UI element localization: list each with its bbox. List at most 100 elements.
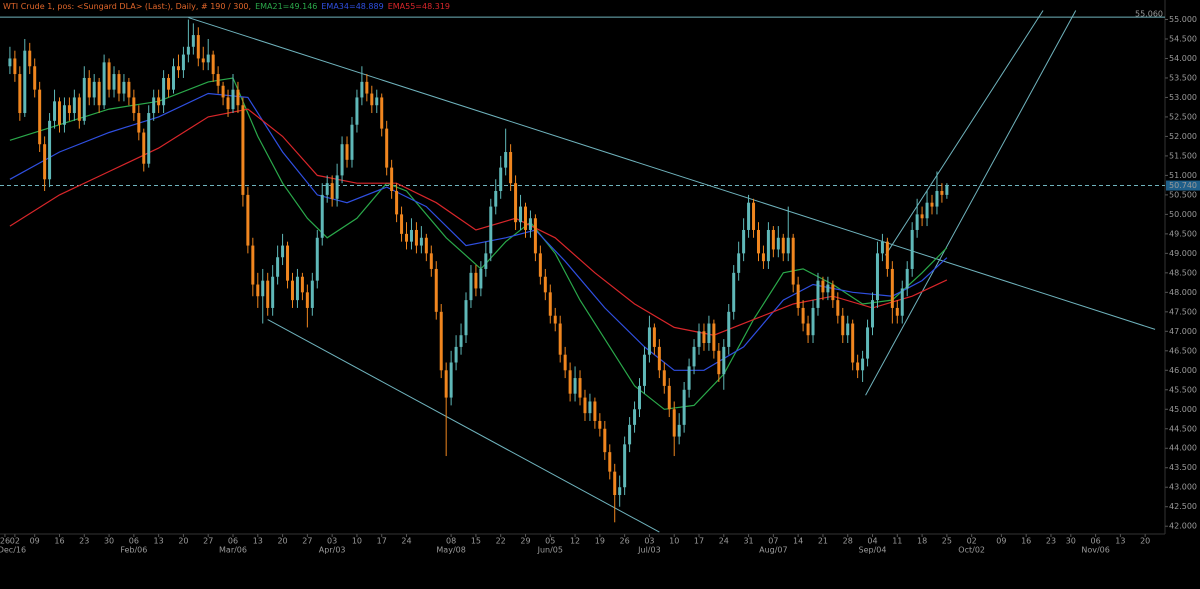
candle-body (871, 300, 875, 328)
x-tick-label: 20 (277, 537, 287, 546)
x-tick-label: 13 (1115, 537, 1125, 546)
candle-body (390, 167, 394, 191)
candle-body (568, 370, 572, 394)
candle-body (553, 315, 557, 324)
x-tick-label: 11 (892, 537, 902, 546)
y-tick-label: 50.500 (1169, 190, 1197, 199)
y-tick-label: 45.000 (1169, 405, 1197, 414)
candle-body (846, 323, 850, 336)
candle-body (732, 272, 736, 312)
month-label: Feb/06 (120, 546, 147, 555)
ema-line (9, 108, 948, 336)
candle-body (761, 253, 765, 262)
candle-body (766, 229, 770, 262)
candle-body (211, 54, 215, 75)
candle-body (127, 81, 131, 98)
candle-body (608, 452, 612, 472)
price-marker-label: 50.740 (1169, 181, 1197, 190)
candle-body (752, 202, 756, 230)
candle-body (48, 120, 52, 180)
candle-body (796, 284, 800, 308)
candle-body (940, 190, 944, 195)
candle-body (737, 253, 741, 273)
candle-body (538, 253, 542, 277)
x-tick-label: 15 (471, 537, 481, 546)
candle-body (186, 46, 190, 55)
x-tick-label: 07 (768, 537, 778, 546)
candle-body (191, 35, 195, 47)
y-tick-label: 51.500 (1169, 151, 1197, 160)
candle-body (563, 354, 567, 371)
candle-body (216, 74, 220, 86)
candle-body (682, 389, 686, 425)
candle-body (449, 362, 453, 398)
x-tick-label: 25 (942, 537, 952, 546)
trendline (865, 10, 1077, 396)
candle-body (558, 323, 562, 355)
candle-body (533, 218, 537, 254)
candle-body (444, 370, 448, 398)
candle-body (613, 471, 617, 496)
y-tick-label: 49.000 (1169, 249, 1197, 258)
candle-body (43, 144, 47, 180)
candle-body (479, 268, 483, 289)
candle-body (226, 97, 230, 110)
candle-body (702, 331, 706, 344)
month-label: Aug/07 (759, 546, 788, 555)
candle-body (514, 183, 518, 223)
candle-body (528, 218, 532, 230)
y-tick-label: 46.500 (1169, 346, 1197, 355)
candle-body (405, 233, 409, 242)
candle-body (895, 307, 899, 316)
x-tick-label: 06 (1091, 537, 1101, 546)
candle-body (286, 245, 290, 281)
x-tick-label: 02 (967, 537, 977, 546)
candle-body (459, 335, 463, 347)
candle-body (231, 89, 235, 110)
candle-body (276, 257, 280, 277)
candle-body (325, 183, 329, 195)
month-label: Jul/03 (637, 546, 661, 555)
y-tick-label: 55.000 (1169, 15, 1197, 24)
y-tick-label: 46.000 (1169, 366, 1197, 375)
candle-body (142, 132, 146, 164)
x-tick-label: 04 (867, 537, 877, 546)
candle-body (97, 81, 101, 106)
candle-body (677, 424, 681, 437)
candle-body (360, 81, 364, 98)
x-tick-label: 27 (302, 537, 312, 546)
candle-body (647, 327, 651, 355)
candle-body (831, 284, 835, 301)
ema-line (9, 92, 948, 371)
legend-entry: EMA55=48.319 (388, 2, 450, 11)
candle-body (523, 206, 527, 230)
x-tick-label: 17 (694, 537, 704, 546)
candle-body (915, 214, 919, 230)
candle-body (92, 81, 96, 98)
y-tick-label: 48.000 (1169, 288, 1197, 297)
y-tick-label: 47.000 (1169, 327, 1197, 336)
x-tick-label: 24 (401, 537, 411, 546)
candle-body (791, 237, 795, 285)
y-tick-label: 42.500 (1169, 502, 1197, 511)
candle-body (271, 276, 275, 308)
candle-body (295, 276, 299, 301)
candle-body (851, 323, 855, 363)
candle-body (578, 378, 582, 398)
candle-body (727, 311, 731, 347)
candle-body (801, 307, 805, 324)
x-tick-label: 20 (1140, 537, 1150, 546)
x-tick-label: 21 (818, 537, 828, 546)
candle-body (885, 241, 889, 269)
candle-body (23, 50, 27, 114)
candle-body (633, 409, 637, 425)
candle-body (310, 280, 314, 308)
candle-body (875, 253, 879, 301)
candle-body (107, 62, 111, 90)
x-tick-label: 20 (178, 537, 188, 546)
x-tick-label: 26 (620, 537, 630, 546)
month-label: Mar/06 (219, 546, 247, 555)
candle-body (320, 194, 324, 238)
trendline (884, 10, 1044, 256)
candle-body (117, 74, 121, 94)
